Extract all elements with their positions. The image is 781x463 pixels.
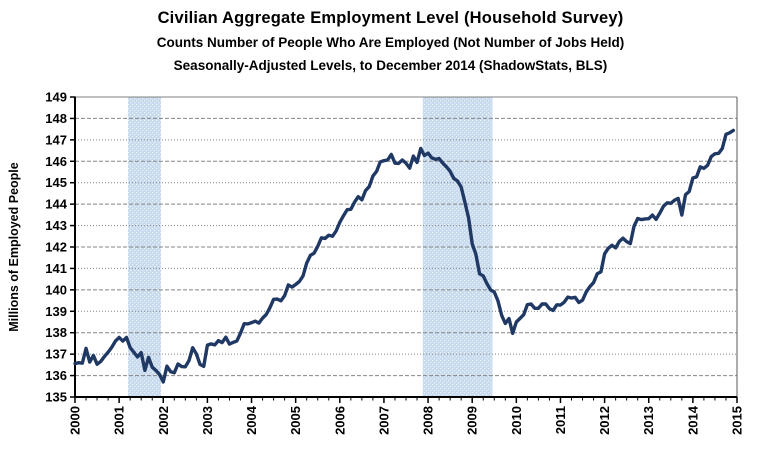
y-tick-label: 145	[45, 175, 67, 190]
x-tick-label: 2004	[244, 405, 259, 435]
recession-band	[422, 97, 493, 397]
x-tick-label: 2000	[68, 406, 83, 435]
x-tick-label: 2007	[376, 406, 391, 435]
y-tick-label: 138	[45, 325, 67, 340]
x-tick-label: 2011	[553, 406, 568, 434]
employment-series-line	[73, 128, 736, 384]
x-tick-label: 2008	[421, 406, 436, 435]
x-tick-label: 2005	[288, 406, 303, 435]
y-tick-label: 147	[45, 132, 67, 147]
y-tick-label: 144	[45, 197, 67, 212]
chart-title: Civilian Aggregate Employment Level (Hou…	[157, 9, 624, 27]
chart-subtitle-line1: Counts Number of People Who Are Employed…	[156, 35, 625, 50]
x-tick-label: 2015	[730, 406, 745, 435]
chart-subtitle-line2: Seasonally-Adjusted Levels, to December …	[173, 58, 608, 73]
y-tick-label: 142	[45, 240, 67, 255]
y-tick-label: 139	[45, 304, 67, 319]
x-tick-label: 2003	[200, 406, 215, 435]
y-tick-label: 137	[45, 347, 67, 362]
y-tick-label: 149	[45, 90, 67, 105]
x-tick-label: 2014	[685, 405, 700, 435]
y-tick-label: 148	[45, 111, 67, 126]
x-tick-label: 2001	[112, 406, 127, 435]
y-tick-label: 136	[45, 368, 67, 383]
y-tick-label: 140	[45, 282, 67, 297]
x-tick-label: 2013	[641, 406, 656, 435]
x-tick-label: 2006	[332, 406, 347, 435]
y-tick-label: 141	[45, 261, 67, 276]
x-tick-label: 2009	[465, 406, 480, 435]
x-tick-label: 2012	[597, 406, 612, 435]
y-tick-label: 143	[45, 218, 67, 233]
y-tick-label: 135	[45, 390, 67, 405]
y-tick-label: 146	[45, 154, 67, 169]
x-tick-label: 2010	[509, 406, 524, 435]
x-tick-label: 2002	[156, 406, 171, 435]
